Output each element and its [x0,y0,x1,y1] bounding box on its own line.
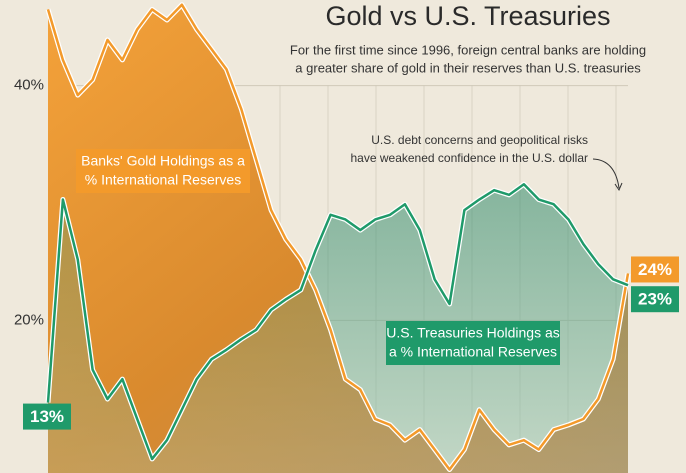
gold-area-overlay [48,4,628,473]
value-label-box [631,256,679,283]
series-label: U.S. Treasuries Holdings as [386,325,560,341]
series-label: Banks' Gold Holdings as a [81,153,245,169]
annotation-arrow [614,182,623,192]
y-tick-label: 20% [14,311,44,328]
series-line [46,3,630,471]
series-label-box [386,321,560,365]
annotation: have weakened confidence in the U.S. dol… [351,151,589,165]
value-label: 13% [30,407,64,426]
series-label-box [76,149,250,193]
chart-title: Gold vs U.S. Treasuries [325,1,610,31]
annotation-arrow [592,158,620,189]
value-label: 24% [638,260,672,279]
y-tick-label: 40% [14,77,44,94]
value-label-box [23,403,71,430]
series-line [46,183,629,461]
annotation: U.S. debt concerns and geopolitical risk… [371,133,588,147]
series-label: % International Reserves [85,172,241,188]
value-label-box [631,286,679,313]
subtitle: For the first time since 1996, foreign c… [290,42,646,57]
subtitle: a greater share of gold in their reserve… [295,60,641,75]
value-label: 23% [638,290,672,309]
series-label: a % International Reserves [389,344,557,360]
